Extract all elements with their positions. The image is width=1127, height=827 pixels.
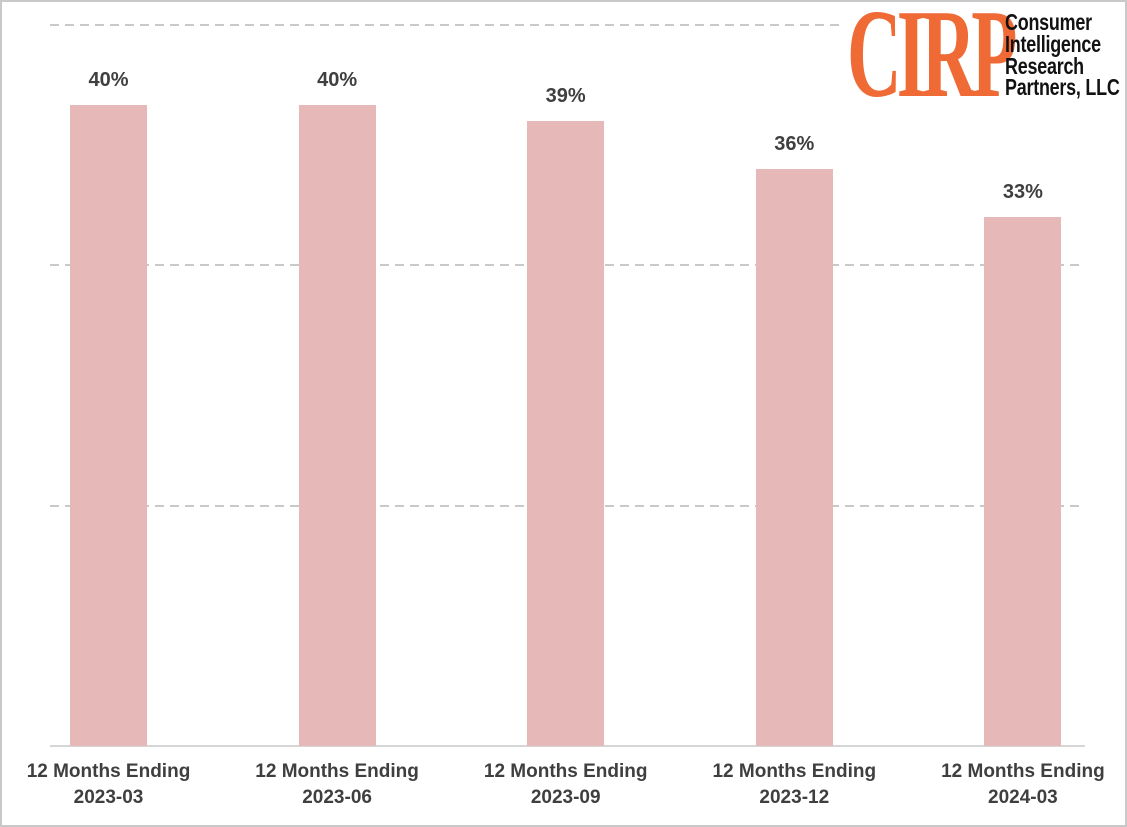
cirp-logo-org-name: Consumer Intelligence Research Partners,… — [1005, 9, 1120, 102]
category-label-line2: 2023-12 — [759, 787, 830, 808]
cirp-logo-mark: CIRP — [847, 2, 1017, 124]
data-label-2023-09: 39% — [545, 85, 586, 108]
category-label-2023-06: 12 Months Ending 2023-06 — [222, 759, 452, 811]
data-label-2024-03: 33% — [1002, 181, 1043, 204]
category-label-line2: 2023-06 — [302, 787, 372, 808]
logo-org-line-4: Partners, LLC — [1005, 74, 1120, 101]
data-label-2023-12: 36% — [774, 133, 815, 156]
category-label-line2: 2024-03 — [988, 787, 1058, 808]
gridline-45 — [50, 24, 1085, 26]
category-label-line1: 12 Months Ending — [26, 761, 191, 782]
category-label-2023-12: 12 Months Ending 2023-12 — [679, 759, 909, 811]
logo-org-line-1: Consumer — [1005, 9, 1092, 35]
bar-2024-03 — [984, 217, 1062, 746]
logo-org-line-2: Intelligence — [1005, 30, 1101, 57]
category-label-line1: 12 Months Ending — [483, 761, 648, 782]
logo-org-line-3: Research — [1005, 52, 1084, 79]
x-axis-line — [50, 745, 1085, 747]
bar-2023-03 — [70, 105, 147, 746]
category-label-line1: 12 Months Ending — [255, 761, 419, 782]
category-label-line2: 2023-03 — [73, 787, 144, 808]
category-label-line1: 12 Months Ending — [941, 761, 1105, 782]
category-label-2024-03: 12 Months Ending 2024-03 — [908, 759, 1125, 811]
bar-2023-09 — [527, 121, 605, 746]
bar-2023-06 — [298, 105, 376, 746]
bar-2023-12 — [755, 169, 833, 746]
cirp-logo-acronym-text: CIRP — [847, 0, 1017, 124]
data-label-2023-06: 40% — [317, 69, 358, 92]
category-label-line1: 12 Months Ending — [712, 761, 877, 782]
data-label-2023-03: 40% — [88, 69, 129, 92]
cirp-logo: CIRP Consumer Intelligence Research Part… — [845, 2, 1125, 124]
category-label-2023-03: 12 Months Ending 2023-03 — [2, 759, 224, 811]
category-label-line2: 2023-09 — [530, 787, 601, 808]
category-label-2023-09: 12 Months Ending 2023-09 — [451, 759, 681, 811]
